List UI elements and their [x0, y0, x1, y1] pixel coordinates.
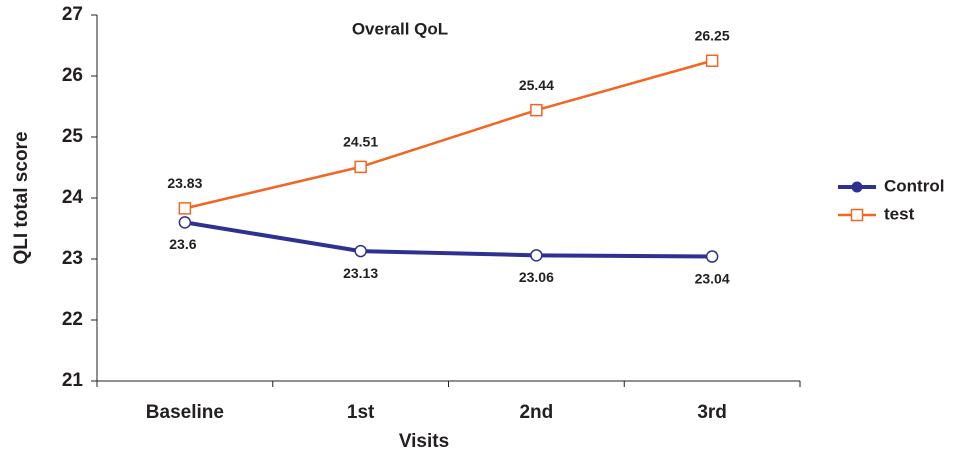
value-label: 26.25 — [695, 27, 730, 43]
value-label: 23.6 — [169, 236, 196, 252]
value-label: 24.51 — [343, 134, 378, 150]
y-tick-label: 26 — [62, 65, 83, 86]
x-axis-label: Visits — [399, 431, 449, 452]
x-tick-label: 3rd — [697, 402, 727, 423]
x-tick-label: Baseline — [146, 402, 224, 423]
point — [178, 202, 192, 215]
point — [530, 103, 543, 117]
y-tick-label: 21 — [62, 370, 84, 391]
legend-label: Control — [884, 176, 944, 195]
point — [530, 249, 543, 262]
chart-title: Overall QoL — [352, 19, 448, 38]
x-tick-label: 2nd — [519, 402, 553, 423]
legend-marker — [850, 208, 864, 222]
value-label: 23.06 — [519, 269, 554, 285]
series-line — [184, 59, 713, 210]
legend-marker — [851, 181, 863, 193]
y-axis-label: QLI total score — [11, 131, 32, 264]
y-tick-label: 22 — [62, 309, 83, 330]
point — [354, 244, 367, 258]
x-tick-label: 1st — [347, 402, 375, 423]
point — [178, 216, 192, 229]
point — [354, 160, 367, 174]
value-label: 23.04 — [695, 270, 730, 286]
series-line — [184, 220, 713, 259]
y-tick-label: 23 — [62, 248, 83, 269]
value-label: 23.13 — [343, 265, 378, 281]
legend-label: test — [884, 204, 915, 223]
value-label: 23.83 — [167, 175, 202, 191]
y-tick-label: 27 — [62, 4, 83, 25]
point — [705, 54, 719, 67]
y-tick-label: 25 — [62, 126, 84, 147]
value-label: 25.44 — [519, 77, 554, 93]
point — [705, 250, 719, 263]
y-tick-label: 24 — [62, 187, 84, 208]
